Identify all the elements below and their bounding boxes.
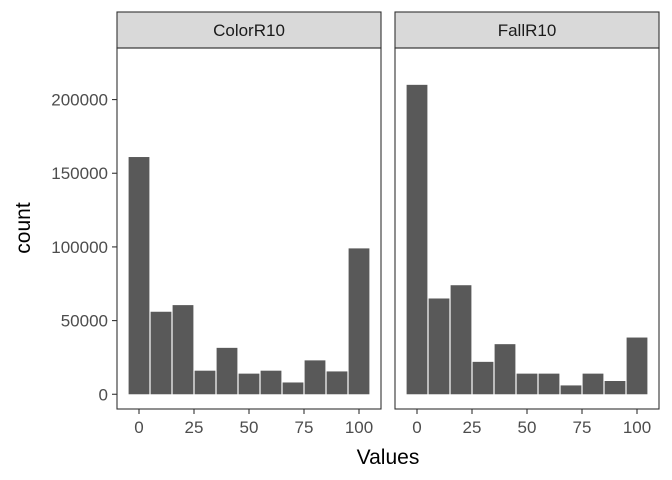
y-tick-label-2: 100000 (51, 238, 108, 257)
y-axis-title: count (12, 202, 35, 254)
facet-strip-label-0: ColorR10 (213, 21, 285, 40)
bar-FallR10-8 (582, 373, 604, 395)
bar-ColorR10-5 (238, 373, 260, 395)
x-tick-label-0-4: 100 (345, 418, 373, 437)
y-tick-label-3: 150000 (51, 164, 108, 183)
bar-FallR10-1 (428, 298, 450, 395)
x-tick-label-1-2: 50 (518, 418, 537, 437)
facet-strip-1 (394, 11, 660, 49)
bar-ColorR10-3 (194, 370, 216, 395)
bar-FallR10-3 (472, 361, 494, 395)
bar-FallR10-9 (604, 381, 626, 395)
facet-strip-label-1: FallR10 (498, 21, 557, 40)
bar-FallR10-0 (406, 84, 428, 395)
facet-strip-0 (116, 11, 382, 49)
bar-ColorR10-7 (282, 382, 304, 395)
x-tick-label-1-1: 25 (463, 418, 482, 437)
x-tick-label-1-4: 100 (623, 418, 651, 437)
x-tick-label-0-2: 50 (240, 418, 259, 437)
x-tick-label-0-1: 25 (185, 418, 204, 437)
x-tick-label-0-0: 0 (134, 418, 143, 437)
y-tick-label-0: 0 (99, 385, 108, 404)
bar-FallR10-2 (450, 285, 472, 395)
bar-ColorR10-2 (172, 305, 194, 395)
bar-FallR10-6 (538, 373, 560, 395)
y-tick-label-1: 50000 (61, 312, 108, 331)
bar-ColorR10-9 (326, 371, 348, 395)
bar-ColorR10-10 (348, 248, 370, 395)
x-tick-label-0-3: 75 (295, 418, 314, 437)
bar-FallR10-5 (516, 373, 538, 395)
bar-ColorR10-1 (150, 311, 172, 395)
y-tick-label-4: 200000 (51, 91, 108, 110)
x-tick-label-1-3: 75 (573, 418, 592, 437)
bar-FallR10-4 (494, 344, 516, 395)
x-axis-title: Values (357, 446, 420, 469)
x-tick-label-1-0: 0 (412, 418, 421, 437)
bar-ColorR10-8 (304, 360, 326, 395)
bar-ColorR10-4 (216, 347, 238, 395)
bar-FallR10-7 (560, 385, 582, 395)
bar-ColorR10-0 (128, 157, 150, 395)
bar-ColorR10-6 (260, 370, 282, 395)
bar-FallR10-10 (626, 337, 648, 395)
